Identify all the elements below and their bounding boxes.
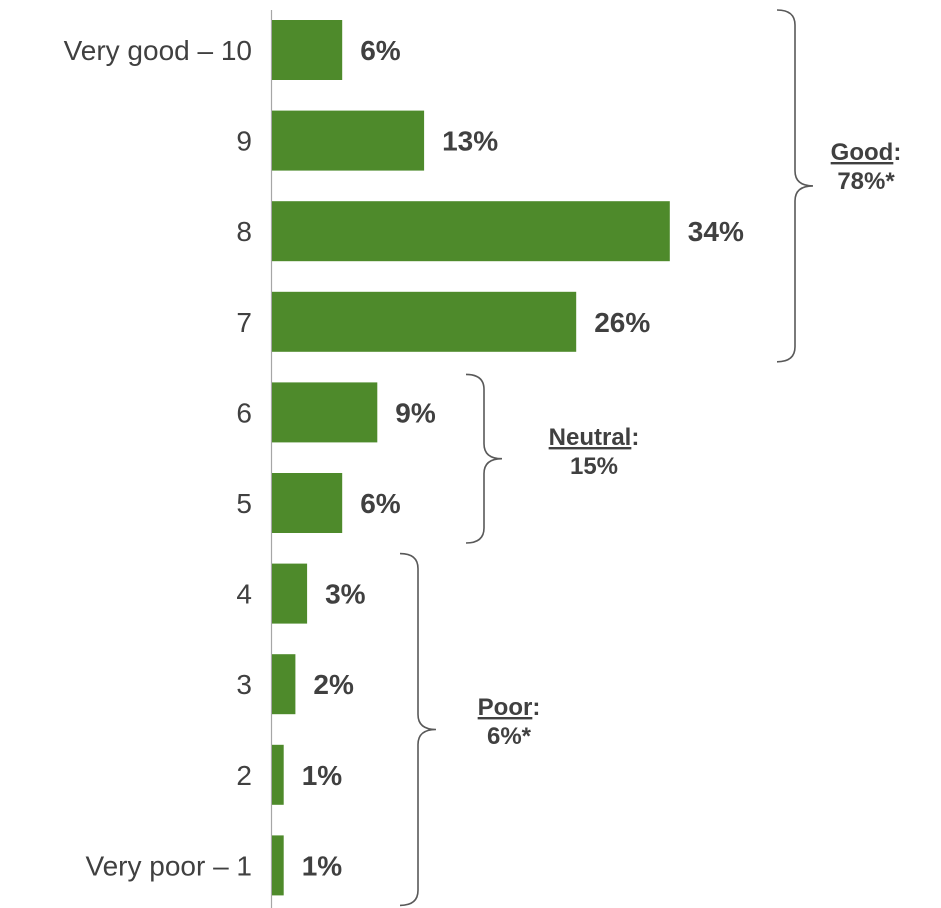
group-value-neutral: 15% <box>570 453 618 480</box>
group-label-neutral: Neutral: <box>549 424 640 451</box>
bar-2 <box>272 744 284 805</box>
category-label: 9 <box>236 126 252 157</box>
value-label: 26% <box>594 307 650 338</box>
bar-9 <box>272 110 425 171</box>
bar-3 <box>272 654 296 715</box>
bracket-good <box>776 9 814 363</box>
category-label: 8 <box>236 216 252 247</box>
value-label: 9% <box>395 397 436 428</box>
bar-4 <box>272 563 308 624</box>
category-label: 3 <box>236 669 252 700</box>
category-label: 5 <box>236 488 252 519</box>
group-value-poor: 6%* <box>487 723 532 750</box>
group-label-good: Good: <box>831 139 902 166</box>
value-label: 6% <box>360 35 401 66</box>
value-label: 1% <box>302 850 343 881</box>
bar-7 <box>272 291 577 352</box>
value-label: 1% <box>302 760 343 791</box>
value-label: 34% <box>688 216 744 247</box>
group-colon: : <box>532 694 540 721</box>
bar-6 <box>272 382 378 443</box>
group-colon: : <box>631 424 639 451</box>
group-name: Poor <box>478 694 533 721</box>
category-label: Very good – 10 <box>64 35 252 66</box>
category-label: 7 <box>236 307 252 338</box>
value-label: 3% <box>325 579 366 610</box>
category-label: 4 <box>236 579 252 610</box>
value-label: 13% <box>442 126 498 157</box>
category-labels: Very good – 10 9 8 7 6 5 4 3 2 Very poor – 1 <box>64 35 252 881</box>
value-label: 2% <box>313 669 354 700</box>
bar-10 <box>272 20 343 80</box>
group-brackets: Good:78%*Neutral:15%Poor:6%* <box>399 9 902 907</box>
group-label-poor: Poor: <box>478 694 541 721</box>
group-colon: : <box>893 139 901 166</box>
value-label: 6% <box>360 488 401 519</box>
category-label: 6 <box>236 397 252 428</box>
bracket-neutral <box>465 373 503 544</box>
bar-5 <box>272 473 343 533</box>
category-label: Very poor – 1 <box>85 850 252 881</box>
group-value-good: 78%* <box>837 168 895 195</box>
category-label: 2 <box>236 760 252 791</box>
bars-layer <box>272 20 670 896</box>
value-labels: 6% 13% 34% 26% 9% 6% 3% 2% 1% 1% <box>302 35 744 881</box>
group-name: Good <box>831 139 894 166</box>
bracket-poor <box>399 552 437 907</box>
bar-1 <box>272 835 284 896</box>
group-name: Neutral <box>549 424 632 451</box>
bar-8 <box>272 201 670 262</box>
